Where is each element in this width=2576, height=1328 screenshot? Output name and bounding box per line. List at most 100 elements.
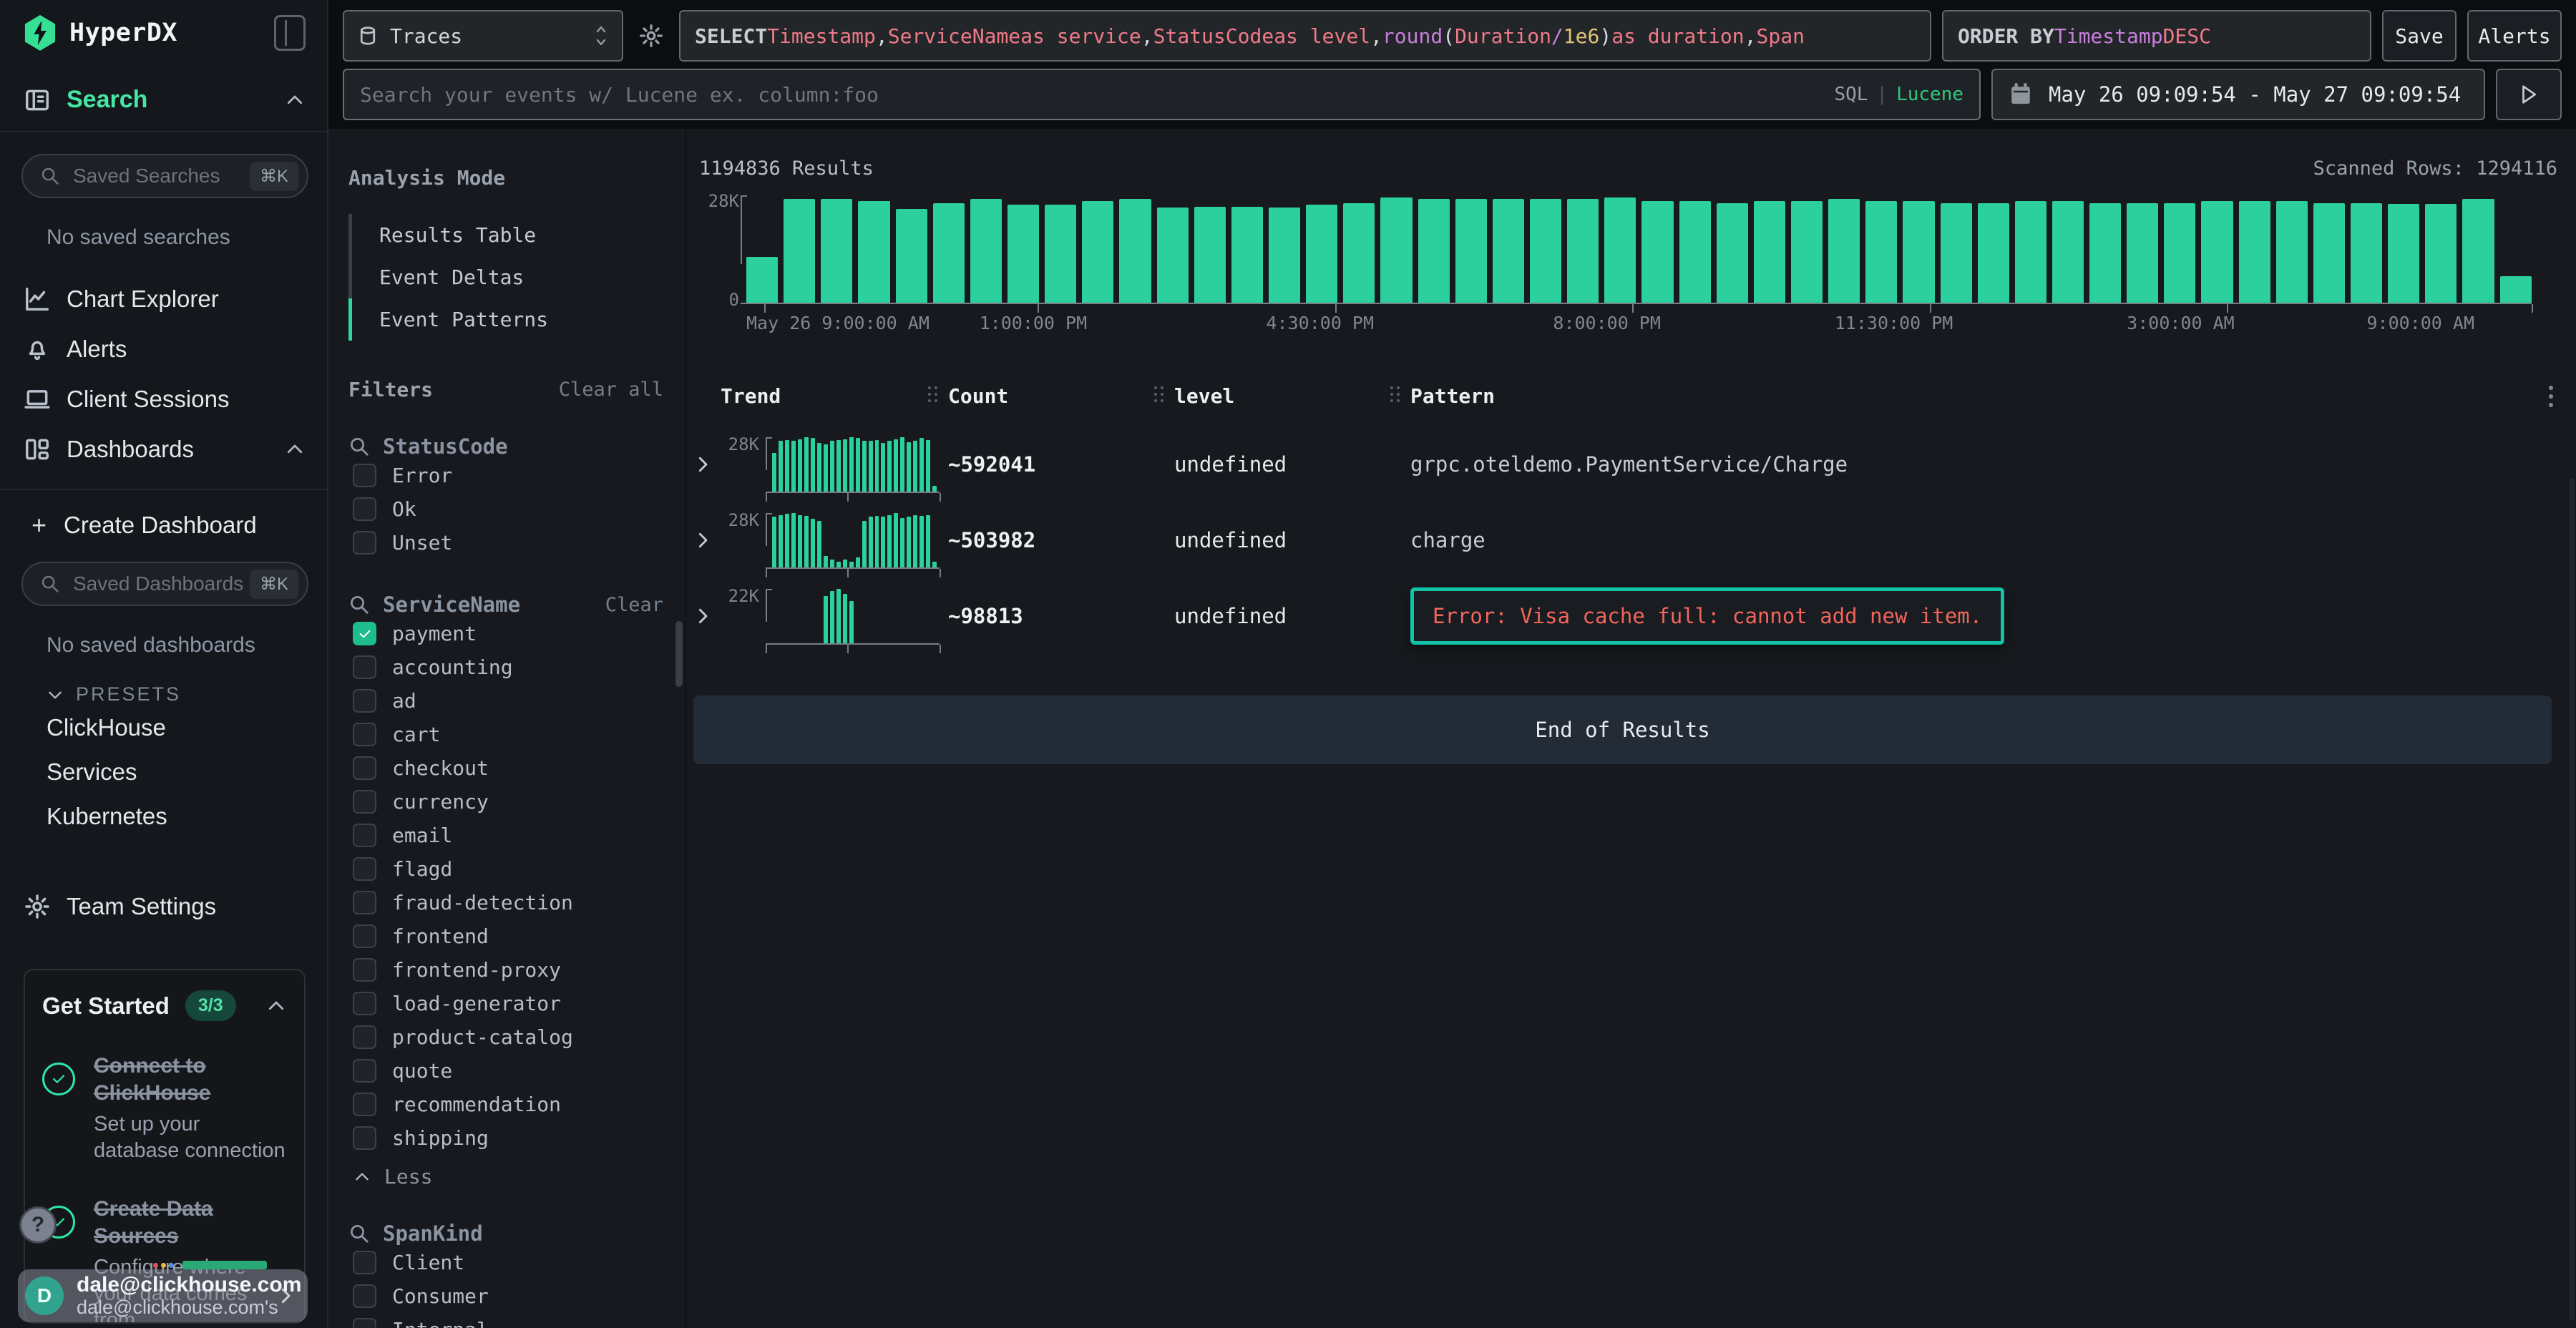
filter-checkbox-product-catalog[interactable]: product-catalog — [353, 1020, 663, 1054]
checkbox[interactable] — [353, 689, 376, 713]
filter-checkbox-consumer[interactable]: Consumer — [353, 1279, 663, 1313]
checkbox[interactable] — [353, 655, 376, 679]
filter-checkbox-cart[interactable]: cart — [353, 718, 663, 751]
sidebar-item-alerts[interactable]: Alerts — [0, 324, 327, 374]
row-expand-icon[interactable] — [692, 529, 713, 551]
filter-checkbox-shipping[interactable]: shipping — [353, 1121, 663, 1155]
filter-checkbox-error[interactable]: Error — [353, 459, 663, 492]
source-settings-gear-icon[interactable] — [634, 10, 668, 62]
checkbox[interactable] — [353, 958, 376, 982]
row-expand-icon[interactable] — [692, 454, 713, 475]
date-range-picker[interactable]: May 26 09:09:54 - May 27 09:09:54 — [1991, 69, 2485, 120]
panel-scrollbar[interactable] — [675, 621, 683, 687]
chevron-up-icon[interactable] — [284, 439, 306, 460]
filter-checkbox-checkout[interactable]: checkout — [353, 751, 663, 785]
filter-checkbox-frontend[interactable]: frontend — [353, 919, 663, 953]
clear-link[interactable]: Clear — [605, 593, 663, 616]
histogram-ymin-label: 0 — [728, 290, 739, 310]
column-count[interactable]: Count — [928, 384, 1174, 408]
filter-checkbox-load-generator[interactable]: load-generator — [353, 987, 663, 1020]
filter-checkbox-currency[interactable]: currency — [353, 785, 663, 819]
save-button[interactable]: Save — [2382, 10, 2457, 62]
sidebar-item-search[interactable]: Search — [0, 66, 327, 132]
filter-checkbox-payment[interactable]: payment — [353, 617, 663, 650]
filter-checkbox-fraud-detection[interactable]: fraud-detection — [353, 886, 663, 919]
filter-checkbox-accounting[interactable]: accounting — [353, 650, 663, 684]
filter-checkbox-unset[interactable]: Unset — [353, 526, 663, 560]
saved-searches-input[interactable]: Saved Searches ⌘K — [21, 154, 308, 198]
table-options-kebab-icon[interactable] — [2549, 385, 2553, 407]
checkbox[interactable] — [353, 1251, 376, 1274]
pattern-value-highlighted[interactable]: Error: Visa cache full: cannot add new i… — [1410, 587, 2005, 645]
source-select[interactable]: Traces — [343, 10, 623, 62]
column-level[interactable]: level — [1154, 384, 1410, 408]
saved-dashboards-input[interactable]: Saved Dashboards ⌘K — [21, 562, 308, 606]
filter-checkbox-frontend-proxy[interactable]: frontend-proxy — [353, 953, 663, 987]
table-header: Trend Count level Pattern — [689, 384, 2557, 408]
table-row[interactable]: 22K ~98813 undefined Error: Visa cache full… — [689, 578, 2557, 654]
checkbox[interactable] — [353, 824, 376, 847]
filter-checkbox-recommendation[interactable]: recommendation — [353, 1088, 663, 1121]
checkbox[interactable] — [353, 790, 376, 814]
sidebar-item-dashboards[interactable]: Dashboards — [0, 424, 327, 474]
filter-checkbox-internal[interactable]: Internal — [353, 1313, 663, 1328]
filter-checkbox-ad[interactable]: ad — [353, 684, 663, 718]
checkbox[interactable] — [353, 1284, 376, 1308]
help-button[interactable]: ? — [19, 1206, 57, 1244]
sidebar-collapse-icon[interactable] — [274, 15, 306, 51]
filter-checkbox-quote[interactable]: quote — [353, 1054, 663, 1088]
preset-clickhouse[interactable]: ClickHouse — [47, 714, 166, 741]
checkbox[interactable] — [353, 531, 376, 555]
pattern-value[interactable]: charge — [1410, 528, 1485, 552]
chevron-up-icon[interactable] — [284, 89, 306, 111]
show-less-toggle[interactable]: Less — [353, 1165, 663, 1188]
chevron-up-icon[interactable] — [265, 995, 287, 1017]
sidebar-item-client-sessions[interactable]: Client Sessions — [0, 374, 327, 424]
checkbox[interactable] — [353, 857, 376, 881]
live-tail-button[interactable] — [2496, 69, 2562, 120]
get-started-step[interactable]: Connect to ClickHouse Set up your databas… — [42, 1053, 287, 1164]
order-by-input[interactable]: ORDER BY Timestamp DESC — [1942, 10, 2371, 62]
checkbox[interactable] — [353, 756, 376, 780]
filter-checkbox-client[interactable]: Client — [353, 1246, 663, 1279]
lang-lucene-toggle[interactable]: Lucene — [1896, 84, 1963, 105]
preset-services[interactable]: Services — [47, 758, 137, 785]
checkbox[interactable] — [353, 497, 376, 521]
checkbox[interactable] — [353, 1093, 376, 1116]
row-expand-icon[interactable] — [692, 605, 713, 627]
alerts-button[interactable]: Alerts — [2467, 10, 2562, 62]
main-scrollbar[interactable] — [2570, 478, 2575, 1321]
column-pattern[interactable]: Pattern — [1390, 384, 2526, 408]
presets-toggle[interactable]: PRESETS — [46, 683, 327, 706]
clear-all-link[interactable]: Clear all — [558, 379, 663, 401]
checkbox[interactable] — [353, 891, 376, 914]
sidebar-item-team-settings[interactable]: Team Settings — [0, 882, 327, 932]
filter-checkbox-ok[interactable]: Ok — [353, 492, 663, 526]
checkbox[interactable] — [353, 464, 376, 487]
create-dashboard-button[interactable]: + Create Dashboard — [31, 510, 257, 540]
table-row[interactable]: 28K ~592041 undefined grpc.oteldemo.Payment… — [689, 426, 2557, 502]
analysis-mode-event-deltas[interactable]: Event Deltas — [348, 256, 663, 298]
checkbox[interactable] — [353, 1025, 376, 1049]
checkbox[interactable] — [353, 992, 376, 1015]
pattern-value[interactable]: grpc.oteldemo.PaymentService/Charge — [1410, 452, 1848, 477]
checkbox[interactable] — [353, 1126, 376, 1150]
preset-kubernetes[interactable]: Kubernetes — [47, 803, 167, 829]
sidebar-item-chart-explorer[interactable]: Chart Explorer — [0, 274, 327, 324]
checkbox[interactable] — [353, 1059, 376, 1083]
search-input[interactable]: Search your events w/ Lucene ex. column:… — [343, 69, 1981, 120]
sql-select-input[interactable]: SELECT Timestamp, ServiceName as service… — [679, 10, 1931, 62]
analysis-mode-results-table[interactable]: Results Table — [348, 214, 663, 256]
user-menu[interactable]: D dale@clickhouse.com dale@clickhouse.co… — [18, 1269, 308, 1322]
results-histogram[interactable]: 28K 0 — [689, 191, 2557, 313]
filter-checkbox-flagd[interactable]: flagd — [353, 852, 663, 886]
checkbox[interactable] — [353, 723, 376, 746]
table-row[interactable]: 28K ~503982 undefined charge — [689, 502, 2557, 578]
filter-checkbox-email[interactable]: email — [353, 819, 663, 852]
checkbox[interactable] — [353, 622, 376, 645]
column-trend[interactable]: Trend — [721, 384, 781, 408]
lang-sql-toggle[interactable]: SQL — [1834, 84, 1868, 105]
analysis-mode-event-patterns[interactable]: Event Patterns — [348, 298, 663, 341]
checkbox[interactable] — [353, 924, 376, 948]
checkbox[interactable] — [353, 1318, 376, 1328]
